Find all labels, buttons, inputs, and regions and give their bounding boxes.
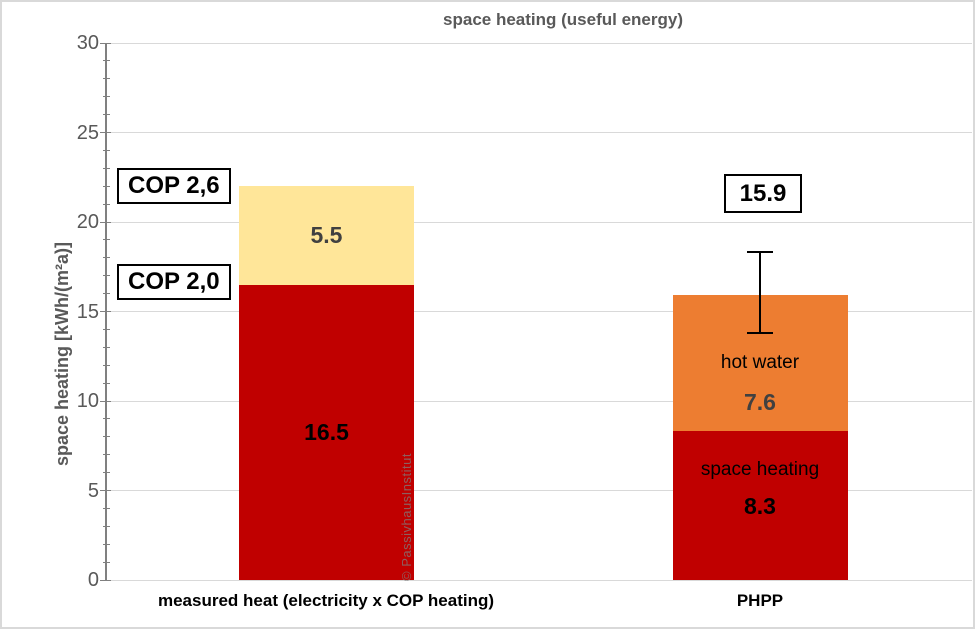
y-axis-minor-tick xyxy=(103,239,110,240)
gridline xyxy=(106,580,972,581)
y-axis-minor-tick xyxy=(103,472,110,473)
bar-segment xyxy=(239,284,414,580)
bar-segment-value: 16.5 xyxy=(304,419,349,446)
error-bar-line xyxy=(759,252,761,333)
annotation-cop-2-0: COP 2,0 xyxy=(117,264,231,300)
gridline xyxy=(106,222,972,223)
y-axis-minor-tick xyxy=(103,150,110,151)
y-axis-line xyxy=(105,43,107,581)
y-axis-minor-tick xyxy=(103,526,110,527)
x-axis-label-phpp: PHPP xyxy=(736,591,784,610)
error-bar-cap-top xyxy=(747,251,773,254)
annotation-phpp-total: 15.9 xyxy=(724,174,802,213)
gridline xyxy=(106,401,972,402)
y-axis-minor-tick xyxy=(103,544,110,545)
gridline xyxy=(106,490,972,491)
y-axis-minor-tick xyxy=(103,168,110,169)
gridline xyxy=(106,132,972,133)
watermark: © PassivhausInstitut xyxy=(399,453,414,581)
y-axis-tick-label: 10 xyxy=(76,390,99,412)
bar-segment-name: hot water xyxy=(720,352,800,374)
gridline xyxy=(106,43,972,44)
chart-title: space heating (useful energy) xyxy=(443,10,683,29)
y-axis-minor-tick xyxy=(103,383,110,384)
bar-segment xyxy=(239,186,414,285)
bar-segment-value: 5.5 xyxy=(310,222,343,249)
y-axis-minor-tick xyxy=(103,436,110,437)
y-axis-major-tick xyxy=(100,222,111,223)
x-axis-label-measured-heat: measured heat (electricity x COP heating… xyxy=(157,591,495,610)
y-axis-major-tick xyxy=(100,311,111,312)
y-axis-major-tick xyxy=(100,580,111,581)
y-axis-minor-tick xyxy=(103,329,110,330)
y-axis-minor-tick xyxy=(103,114,110,115)
y-axis-major-tick xyxy=(100,490,111,491)
y-axis-major-tick xyxy=(100,132,111,133)
annotation-cop-2-6: COP 2,6 xyxy=(117,168,231,204)
y-axis-minor-tick xyxy=(103,96,110,97)
y-axis-minor-tick xyxy=(103,418,110,419)
y-axis-tick-label: 30 xyxy=(76,32,99,54)
bar-segment-name: space heating xyxy=(700,458,820,480)
y-axis-minor-tick xyxy=(103,508,110,509)
y-axis-minor-tick xyxy=(103,257,110,258)
y-axis-title: space heating [kWh/(m²a)] xyxy=(52,241,72,467)
y-axis-minor-tick xyxy=(103,275,110,276)
y-axis-tick-label: 0 xyxy=(87,569,99,591)
bar-segment-value: 8.3 xyxy=(744,492,776,519)
y-axis-minor-tick xyxy=(103,347,110,348)
y-axis-major-tick xyxy=(100,43,111,44)
y-axis-minor-tick xyxy=(103,186,110,187)
y-axis-minor-tick xyxy=(103,78,110,79)
bar-segment-value: 7.6 xyxy=(744,389,776,416)
y-axis-minor-tick xyxy=(103,204,110,205)
y-axis-major-tick xyxy=(100,401,111,402)
bar-segment xyxy=(672,431,848,580)
y-axis-minor-tick xyxy=(103,454,110,455)
y-axis-minor-tick xyxy=(103,60,110,61)
y-axis-minor-tick xyxy=(103,562,110,563)
y-axis-tick-label: 5 xyxy=(87,479,99,502)
y-axis-tick-label: 25 xyxy=(76,121,99,144)
error-bar-cap-bottom xyxy=(747,331,773,334)
y-axis-tick-label: 20 xyxy=(76,211,99,233)
y-axis-tick-label: 15 xyxy=(76,300,99,323)
y-axis-minor-tick xyxy=(103,293,110,294)
gridline xyxy=(106,311,972,312)
y-axis-minor-tick xyxy=(103,365,110,366)
